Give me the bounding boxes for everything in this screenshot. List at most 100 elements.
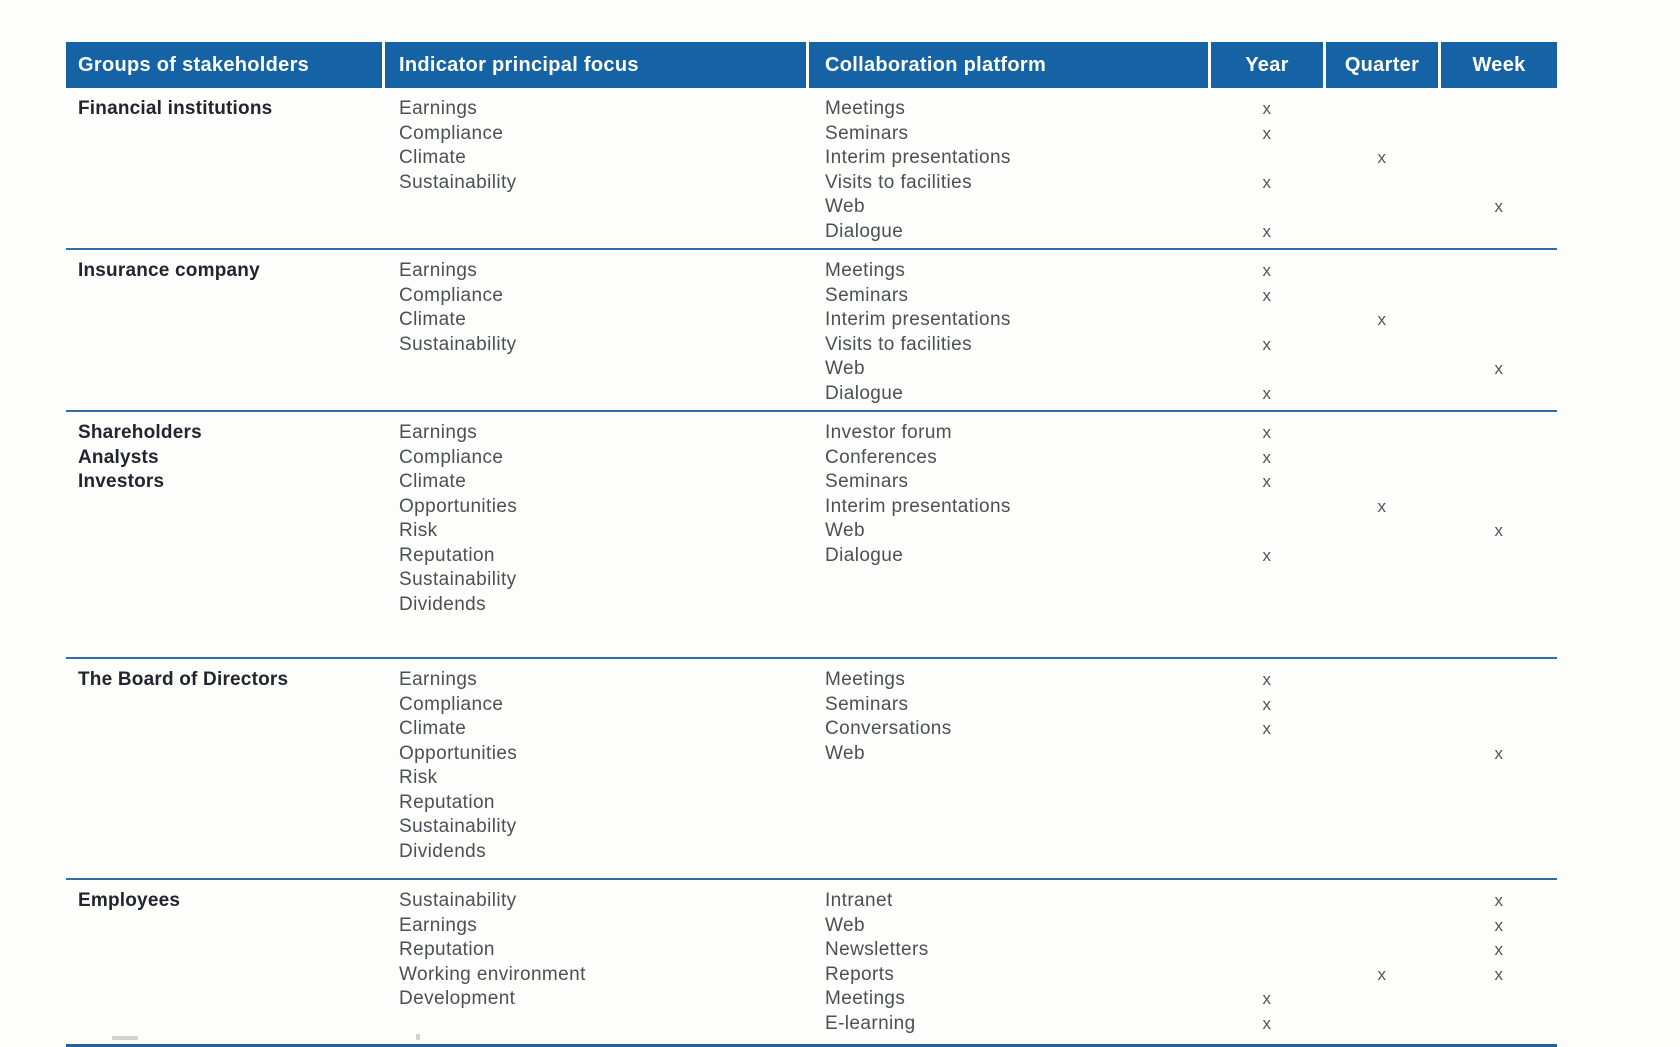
quarter-mark [1326, 446, 1438, 471]
indicator-item: Reputation [399, 791, 495, 813]
week-mark: x [1494, 891, 1504, 910]
platform-cell: Meetings Seminars Interim presentations Vis… [809, 97, 1208, 244]
indicator-cell: Earnings Compliance Climate Sustainability [385, 259, 806, 406]
year-mark: x [1262, 261, 1272, 280]
year-mark: x [1262, 670, 1272, 689]
platform-item: Web [825, 358, 865, 379]
week-mark [1441, 987, 1557, 1012]
platform-item: Seminars [825, 122, 909, 144]
quarter-mark-cell: x [1326, 421, 1438, 617]
platform-item: Meetings [825, 98, 906, 119]
platform-item: Newsletters [825, 939, 929, 960]
indicator-item: Development [399, 988, 516, 1009]
week-mark [1441, 470, 1557, 495]
indicator-item: Earnings [399, 669, 478, 690]
quarter-mark: x [1377, 964, 1387, 984]
year-mark: x [1262, 989, 1272, 1008]
indicator-item: Sustainability [399, 890, 517, 911]
platform-item: Web [825, 914, 865, 936]
quarter-mark [1326, 519, 1438, 544]
table-header-row: Groups of stakeholders Indicator princip… [66, 42, 1557, 88]
table-row: Shareholders Analysts Investors Earnings Com… [66, 412, 1557, 659]
indicator-item: Compliance [399, 446, 504, 468]
year-mark: x [1262, 545, 1272, 565]
indicator-item: Climate [399, 718, 467, 739]
week-mark [1441, 693, 1557, 718]
platform-item: Intranet [825, 890, 893, 911]
group-cell: The Board of Directors [66, 668, 382, 864]
cutoff-text-fragment [112, 1036, 138, 1040]
year-mark [1211, 495, 1323, 520]
quarter-mark-cell [1326, 668, 1438, 864]
platform-cell: Meetings Seminars Conversations Web [809, 668, 1208, 864]
platform-cell: Intranet Web Newsletters Reports Meetings E-l… [809, 889, 1208, 1036]
platform-item: Meetings [825, 669, 906, 690]
group-name: Investors [78, 471, 165, 492]
week-mark: x [1494, 197, 1504, 216]
quarter-mark [1326, 171, 1438, 196]
indicator-item: Reputation [399, 939, 495, 960]
week-mark-cell: x [1441, 97, 1557, 244]
year-mark: x [1262, 1013, 1272, 1033]
week-mark [1441, 544, 1557, 569]
quarter-mark [1326, 668, 1438, 693]
platform-item: Interim presentations [825, 309, 1011, 330]
quarter-mark [1326, 914, 1438, 939]
indicator-item: Working environment [399, 963, 586, 985]
platform-item: Meetings [825, 988, 906, 1009]
indicator-item: Compliance [399, 693, 504, 715]
quarter-mark [1326, 284, 1438, 309]
table-row: Insurance company Earnings Compliance Clima… [66, 250, 1557, 412]
platform-item: Web [825, 742, 865, 764]
indicator-item: Opportunities [399, 742, 518, 764]
indicator-cell: Sustainability Earnings Reputation Working … [385, 889, 806, 1036]
quarter-mark: x [1377, 496, 1387, 516]
group-cell: Shareholders Analysts Investors [66, 421, 382, 617]
platform-cell: Meetings Seminars Interim presentations Vis… [809, 259, 1208, 406]
year-mark: x [1262, 447, 1272, 467]
year-mark: x [1262, 123, 1272, 143]
indicator-item: Climate [399, 309, 467, 330]
year-mark: x [1262, 694, 1272, 714]
indicator-item: Climate [399, 147, 467, 168]
cutoff-text-fragment [416, 1034, 420, 1040]
week-mark [1441, 171, 1557, 196]
year-mark: x [1262, 285, 1272, 305]
year-mark: x [1262, 472, 1272, 491]
year-mark [1211, 742, 1323, 767]
quarter-mark [1326, 97, 1438, 122]
group-name: Employees [78, 890, 181, 911]
platform-item: Interim presentations [825, 147, 1011, 168]
indicator-item: Compliance [399, 122, 504, 144]
week-mark [1441, 146, 1557, 171]
quarter-mark [1326, 742, 1438, 767]
week-mark-cell: x [1441, 421, 1557, 617]
year-mark: x [1262, 383, 1272, 403]
quarter-mark [1326, 421, 1438, 446]
week-mark [1441, 259, 1557, 284]
quarter-mark [1326, 938, 1438, 963]
platform-item: Conversations [825, 718, 952, 739]
indicator-item: Reputation [399, 544, 495, 566]
indicator-item: Sustainability [399, 816, 517, 837]
year-mark: x [1262, 423, 1272, 442]
year-mark [1211, 519, 1323, 544]
platform-item: Web [825, 520, 865, 541]
platform-cell: Investor forum Conferences Seminars Interim… [809, 421, 1208, 617]
quarter-mark [1326, 987, 1438, 1012]
week-mark: x [1494, 743, 1504, 763]
stakeholder-collaboration-table: Groups of stakeholders Indicator princip… [66, 42, 1557, 1047]
indicator-cell: Earnings Compliance Climate Sustainability [385, 97, 806, 244]
week-mark [1441, 308, 1557, 333]
week-mark [1441, 97, 1557, 122]
indicator-item: Compliance [399, 284, 504, 306]
year-mark: x [1262, 719, 1272, 738]
quarter-mark [1326, 122, 1438, 147]
week-mark: x [1494, 521, 1504, 540]
platform-item: Seminars [825, 284, 909, 306]
year-mark [1211, 938, 1323, 963]
quarter-mark [1326, 195, 1438, 220]
indicator-item: Risk [399, 767, 438, 788]
column-header-quarter: Quarter [1326, 42, 1438, 88]
